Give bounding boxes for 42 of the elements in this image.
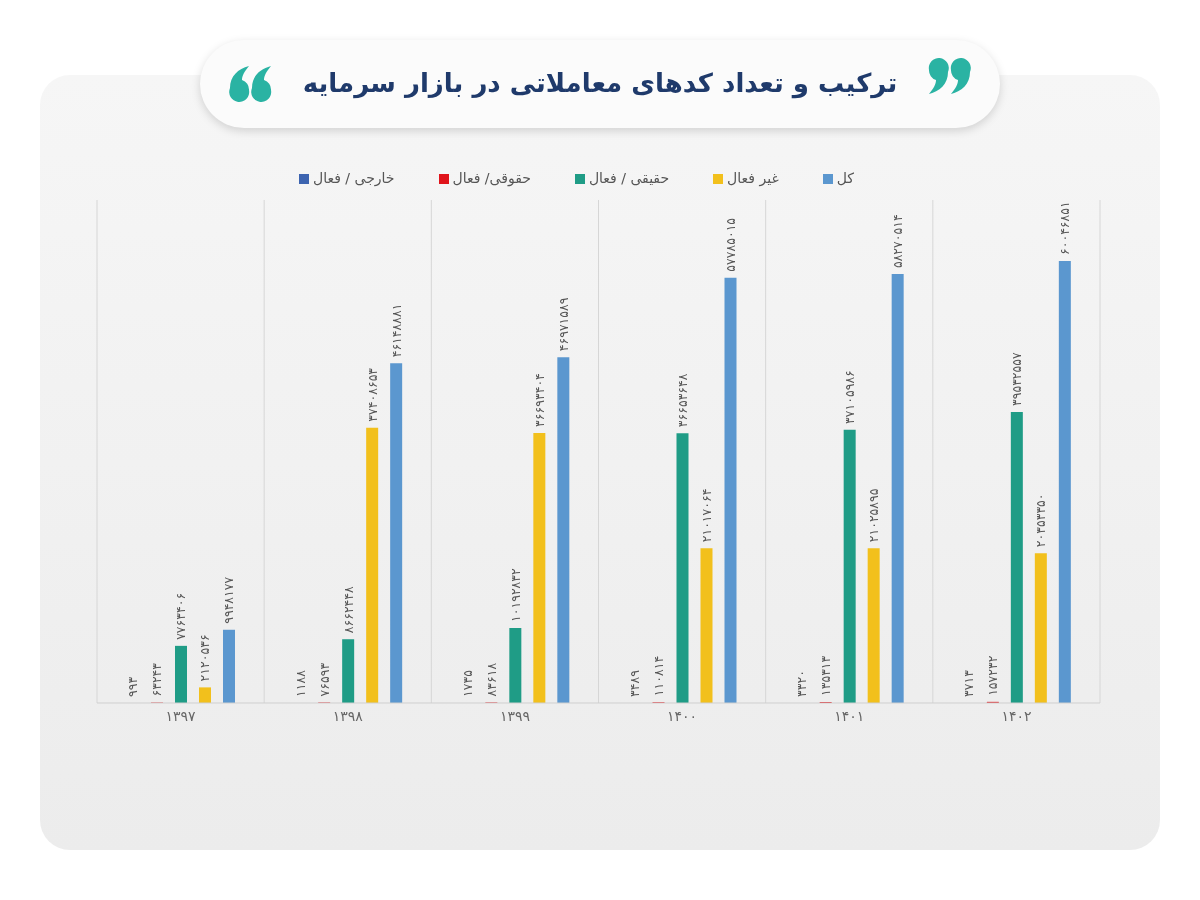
- legend-label: حقیقی / فعال: [588, 170, 670, 186]
- x-tick-label: ۱۳۹۷: [165, 707, 197, 724]
- data-label: ۸۳۶۱۸: [483, 662, 499, 697]
- data-label: ۵۷۷۸۵۰۱۵: [723, 217, 738, 272]
- data-label: ۱۰۱۹۲۸۳۲: [507, 567, 523, 622]
- x-tick-label: ۱۳۹۹: [499, 707, 530, 724]
- data-label: ۳۹۵۳۲۵۵۷: [1009, 352, 1025, 406]
- data-label: ۱۱۰۸۱۴: [651, 655, 666, 697]
- data-label: ۳۳۲۰: [794, 670, 810, 697]
- data-label: ۳۷۱۰۵۹۸۶: [842, 370, 858, 424]
- data-label: ۳۷۴۰۸۶۵۳: [364, 367, 380, 422]
- data-label: ۲۱۰۲۵۸۹۵: [866, 488, 882, 543]
- data-label: ۲۱۲۰۵۳۶: [197, 634, 213, 682]
- legend-label: خارجی / فعال: [312, 170, 395, 186]
- data-label: ۴۶۹۷۱۵۸۹: [555, 297, 571, 352]
- data-label: ۲۰۳۵۳۳۵۰: [1033, 493, 1049, 548]
- x-tick-label: ۱۳۹۸: [332, 707, 364, 724]
- data-label: ۹۹۳: [125, 676, 141, 697]
- data-label: ۴۶۱۴۸۸۸۱: [388, 303, 404, 358]
- legend-label: غیر فعال: [727, 170, 779, 186]
- data-label: ۹۹۴۸۱۷۷: [221, 576, 237, 624]
- data-label: ۶۰۰۴۶۸۵۱: [1057, 201, 1073, 255]
- data-label: ۶۳۲۴۳: [149, 662, 165, 697]
- data-label: ۳۶۶۵۳۶۴۸: [675, 373, 690, 428]
- data-label: ۸۶۶۲۴۴۸: [340, 585, 356, 634]
- data-label: ۲۱۰۱۷۰۶۴: [699, 488, 714, 543]
- data-label: ۱۵۷۲۳۲: [985, 655, 1001, 696]
- x-tick-label: ۱۴۰۱: [834, 707, 865, 724]
- data-label: ۳۷۱۳: [961, 669, 977, 697]
- data-label: ۷۶۵۹۳: [316, 662, 332, 697]
- data-label: ۵۸۲۷۰۵۱۴: [890, 214, 906, 269]
- data-label: ۳۶۶۹۳۴۰۴: [531, 373, 547, 427]
- data-label: ۱۱۸۸: [292, 669, 308, 697]
- x-tick-label: ۱۴۰۲: [1001, 707, 1032, 724]
- legend-label: حقوقی/ فعال: [452, 170, 531, 186]
- x-tick-label: ۱۴۰۰: [667, 707, 698, 724]
- data-label: ۷۷۶۳۴۰۶: [173, 592, 189, 640]
- chart-title: ترکیب و تعداد کدهای معاملاتی در بازار سرمایه: [301, 67, 899, 101]
- data-label: ۱۳۵۳۱۳: [818, 655, 834, 696]
- legend-label: کل: [836, 170, 854, 186]
- data-label: ۳۴۸۹: [627, 669, 642, 697]
- data-label: ۱۷۳۵: [459, 669, 475, 697]
